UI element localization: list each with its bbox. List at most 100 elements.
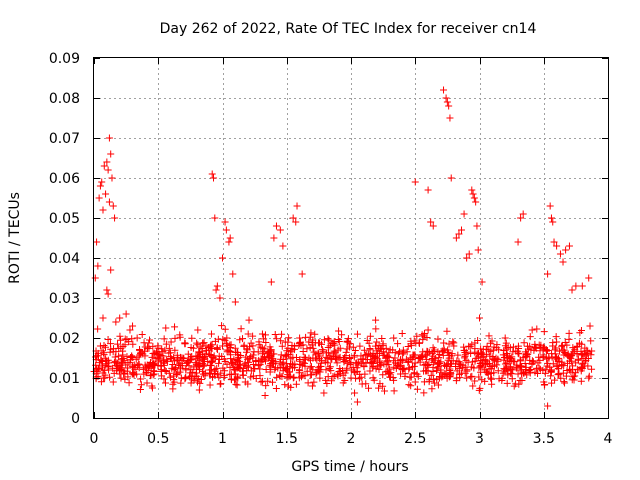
data-point <box>467 373 475 381</box>
data-point <box>353 367 361 375</box>
data-point <box>171 365 179 373</box>
data-point <box>436 359 444 367</box>
data-point <box>581 357 589 365</box>
data-point <box>556 347 564 355</box>
data-point <box>256 365 264 373</box>
data-point <box>96 182 104 190</box>
data-point <box>284 382 292 390</box>
data-point <box>474 353 482 361</box>
data-point <box>528 326 536 334</box>
data-point <box>195 349 203 357</box>
data-point <box>109 202 117 210</box>
data-point <box>557 374 565 382</box>
data-point <box>243 345 251 353</box>
data-point <box>465 250 473 258</box>
data-point <box>221 218 229 226</box>
data-point <box>379 371 387 379</box>
y-tick-label: 0.01 <box>49 371 80 387</box>
data-point <box>129 322 137 330</box>
data-point <box>112 362 120 370</box>
data-point <box>228 359 236 367</box>
data-point <box>503 379 511 387</box>
data-point <box>542 366 550 374</box>
data-point <box>486 352 494 360</box>
data-point <box>353 398 361 406</box>
data-point <box>347 374 355 382</box>
data-point <box>400 364 408 372</box>
data-point <box>257 378 265 386</box>
data-point <box>585 372 593 380</box>
data-point <box>533 325 541 333</box>
data-point <box>278 361 286 369</box>
data-point <box>578 282 586 290</box>
data-point <box>96 342 104 350</box>
data-point <box>233 373 241 381</box>
data-point <box>577 365 585 373</box>
data-point <box>166 373 174 381</box>
data-point <box>207 351 215 359</box>
data-point <box>577 327 585 335</box>
data-point <box>116 332 124 340</box>
data-point <box>394 340 402 348</box>
data-point <box>435 354 443 362</box>
data-point <box>514 238 522 246</box>
data-point <box>343 364 351 372</box>
data-point <box>354 361 362 369</box>
data-point <box>424 186 432 194</box>
data-point <box>201 372 209 380</box>
data-point <box>177 379 185 387</box>
x-tick-label: 2.5 <box>404 431 426 447</box>
data-point <box>418 353 426 361</box>
data-point <box>572 282 580 290</box>
data-point <box>139 350 147 358</box>
x-tick-label: 0 <box>90 431 99 447</box>
data-point <box>306 356 314 364</box>
data-point <box>210 174 218 182</box>
data-point <box>94 325 102 333</box>
data-point <box>369 350 377 358</box>
data-point <box>365 384 373 392</box>
data-point <box>485 346 493 354</box>
data-point <box>411 378 419 386</box>
data-point <box>420 332 428 340</box>
data-point <box>258 344 266 352</box>
data-point <box>128 335 136 343</box>
data-point <box>473 222 481 230</box>
data-point <box>501 334 509 342</box>
data-point <box>125 379 133 387</box>
data-point <box>398 365 406 373</box>
data-point <box>247 352 255 360</box>
data-point <box>118 358 126 366</box>
data-point <box>327 354 335 362</box>
data-point <box>296 361 304 369</box>
data-point <box>366 367 374 375</box>
data-point <box>468 372 476 380</box>
data-point <box>504 371 512 379</box>
data-point <box>208 344 216 352</box>
data-point <box>298 270 306 278</box>
data-point <box>230 356 238 364</box>
data-point <box>366 332 374 340</box>
data-point <box>208 357 216 365</box>
data-point <box>271 330 279 338</box>
data-point <box>165 344 173 352</box>
y-tick-label: 0.09 <box>49 51 80 67</box>
data-point <box>210 352 218 360</box>
data-point <box>168 364 176 372</box>
data-point <box>334 346 342 354</box>
data-point <box>94 367 102 375</box>
data-point <box>373 362 381 370</box>
data-point <box>423 360 431 368</box>
data-point <box>382 360 390 368</box>
data-point <box>262 338 270 346</box>
data-point <box>508 370 516 378</box>
data-point <box>310 378 318 386</box>
data-point <box>361 351 369 359</box>
data-point <box>99 369 107 377</box>
data-point <box>233 381 241 389</box>
data-point <box>115 352 123 360</box>
data-point <box>274 364 282 372</box>
data-point <box>165 349 173 357</box>
data-point <box>564 351 572 359</box>
data-point <box>132 355 140 363</box>
